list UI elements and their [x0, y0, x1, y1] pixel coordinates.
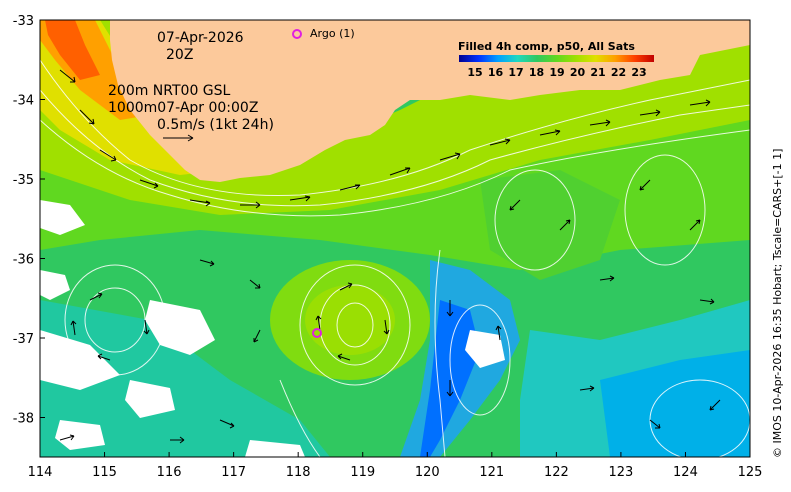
x-tick-label: 117 — [221, 465, 246, 480]
x-tick-label: 123 — [608, 465, 633, 480]
x-tick-label: 118 — [286, 465, 311, 480]
y-tick-label: -37 — [13, 332, 34, 347]
x-tick-label: 122 — [544, 465, 569, 480]
x-tick-label: 114 — [28, 465, 53, 480]
argo-legend-label: Argo (1) — [310, 27, 355, 40]
colorbar-tick-label: 23 — [631, 66, 646, 79]
colorbar-tick-label: 18 — [529, 66, 544, 79]
x-tick-label: 120 — [415, 465, 440, 480]
colorbar — [459, 55, 654, 62]
y-axis: -33 -34 -35 -36 -37 -38 — [13, 14, 45, 427]
x-tick-label: 124 — [673, 465, 698, 480]
sst-field — [40, 20, 750, 457]
credit-text: © IMOS 10-Apr-2026 16:35 Hobart; Tscale=… — [771, 149, 784, 458]
colorbar-tick-label: 15 — [467, 66, 482, 79]
colorbar-tick-label: 19 — [549, 66, 564, 79]
y-tick-label: -36 — [13, 253, 34, 268]
current-vectors — [59, 69, 721, 444]
x-tick-label: 125 — [738, 465, 763, 480]
velocity-scale-label: 0.5m/s (1kt 24h) — [157, 117, 274, 133]
y-tick-label: -34 — [13, 94, 34, 109]
time-label: 20Z — [166, 47, 193, 63]
depth-line-1: 200m NRT00 GSL — [108, 83, 231, 99]
contour-lines — [40, 59, 750, 457]
velocity-scale-arrow — [163, 134, 194, 142]
x-axis: 114 115 116 117 118 119 120 121 122 123 124 125 — [28, 452, 763, 480]
colorbar-title: Filled 4h comp, p50, All Sats — [458, 40, 635, 53]
y-tick-label: -33 — [13, 14, 34, 29]
colorbar-ticks: 15 16 17 18 19 20 21 22 23 — [467, 66, 646, 79]
y-tick-label: -35 — [13, 173, 34, 188]
y-tick-label: -38 — [13, 412, 34, 427]
x-tick-label: 121 — [479, 465, 504, 480]
colorbar-tick-label: 21 — [590, 66, 605, 79]
colorbar-tick-label: 17 — [508, 66, 523, 79]
plot-frame — [39, 19, 751, 458]
colorbar-tick-label: 20 — [570, 66, 586, 79]
x-tick-label: 116 — [157, 465, 182, 480]
colorbar-tick-label: 16 — [488, 66, 504, 79]
argo-legend-icon — [292, 29, 302, 39]
argo-float-marker — [312, 328, 322, 338]
x-tick-label: 115 — [92, 465, 117, 480]
date-label: 07-Apr-2026 — [157, 30, 244, 46]
x-tick-label: 119 — [350, 465, 375, 480]
colorbar-tick-label: 22 — [611, 66, 626, 79]
depth-line-2: 1000m07-Apr 00:00Z — [108, 100, 258, 116]
